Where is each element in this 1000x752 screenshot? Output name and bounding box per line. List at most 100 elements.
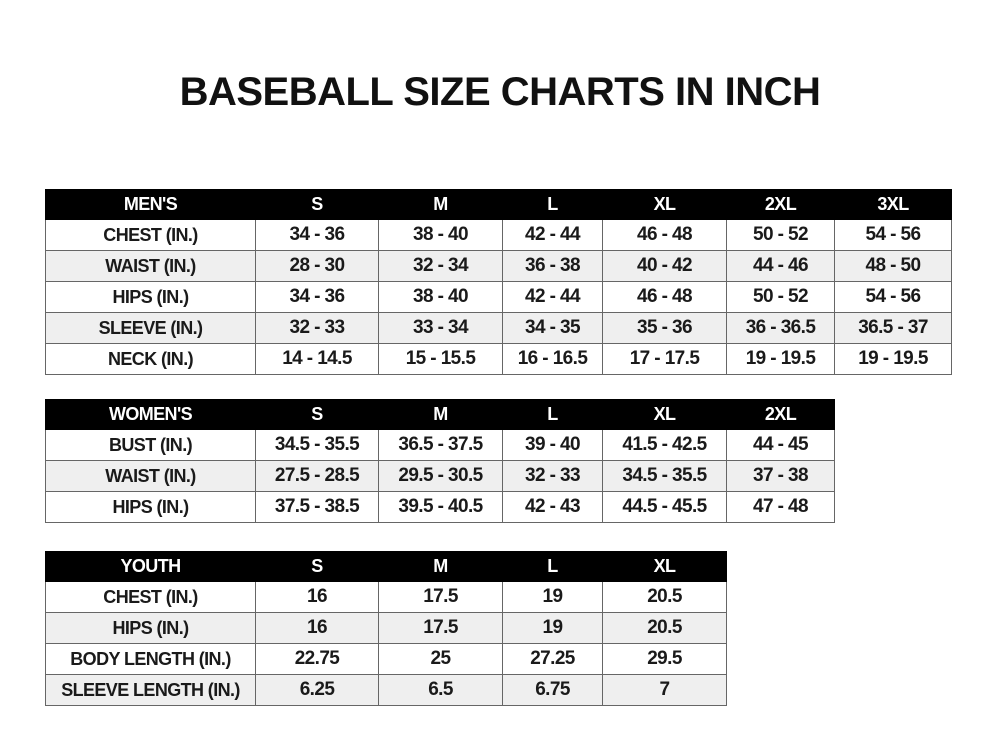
size-value: 36.5 - 37 <box>834 312 952 344</box>
table-row: HIPS (IN.) 37.5 - 38.5 39.5 - 40.5 42 - 43 4… <box>45 491 835 523</box>
size-value: 36 - 38 <box>502 250 603 282</box>
size-value: 41.5 - 42.5 <box>602 429 727 461</box>
size-value: 25 <box>378 643 503 675</box>
womens-size-table: WOMEN'S S M L XL 2XL BUST (IN.) 34.5 - 35.5 36.5… <box>45 399 835 523</box>
measurement-label: CHEST (IN.) <box>45 581 256 613</box>
size-value: 16 <box>255 612 379 644</box>
size-value: 19 <box>502 612 603 644</box>
size-value: 17.5 <box>378 612 503 644</box>
size-header: M <box>378 399 503 430</box>
size-value: 20.5 <box>602 612 727 644</box>
size-header: L <box>502 551 603 582</box>
table-row: HIPS (IN.) 34 - 36 38 - 40 42 - 44 46 - 48 50… <box>45 281 952 313</box>
table-row: WAIST (IN.) 28 - 30 32 - 34 36 - 38 40 - 42 4… <box>45 250 952 282</box>
size-value: 35 - 36 <box>602 312 727 344</box>
measurement-label: WAIST (IN.) <box>45 250 256 282</box>
size-value: 27.25 <box>502 643 603 675</box>
size-value: 27.5 - 28.5 <box>255 460 379 492</box>
size-value: 28 - 30 <box>255 250 379 282</box>
size-value: 46 - 48 <box>602 219 727 251</box>
page-title: BASEBALL SIZE CHARTS IN INCH <box>179 70 821 114</box>
size-value: 40 - 42 <box>602 250 727 282</box>
table-row: CHEST (IN.) 34 - 36 38 - 40 42 - 44 46 - 48 5… <box>45 219 952 251</box>
size-value: 14 - 14.5 <box>255 343 379 375</box>
size-value: 54 - 56 <box>834 219 952 251</box>
category-header: WOMEN'S <box>45 399 256 430</box>
size-header: L <box>502 189 603 220</box>
size-header: 2XL <box>726 399 835 430</box>
size-header: 2XL <box>726 189 835 220</box>
size-value: 17.5 <box>378 581 503 613</box>
size-value: 32 - 33 <box>255 312 379 344</box>
size-header: M <box>378 189 503 220</box>
table-row: SLEEVE (IN.) 32 - 33 33 - 34 34 - 35 35 - 36… <box>45 312 952 344</box>
size-value: 48 - 50 <box>834 250 952 282</box>
size-header: S <box>255 551 379 582</box>
header-row: YOUTH S M L XL <box>45 551 727 582</box>
size-value: 44.5 - 45.5 <box>602 491 727 523</box>
size-value: 47 - 48 <box>726 491 835 523</box>
size-value: 38 - 40 <box>378 219 503 251</box>
size-value: 16 <box>255 581 379 613</box>
size-value: 32 - 33 <box>502 460 603 492</box>
size-value: 38 - 40 <box>378 281 503 313</box>
measurement-label: WAIST (IN.) <box>45 460 256 492</box>
size-value: 50 - 52 <box>726 219 835 251</box>
size-value: 34.5 - 35.5 <box>255 429 379 461</box>
size-header: XL <box>602 189 727 220</box>
size-value: 6.5 <box>378 674 503 706</box>
measurement-label: CHEST (IN.) <box>45 219 256 251</box>
table-row: BUST (IN.) 34.5 - 35.5 36.5 - 37.5 39 - 40 4… <box>45 429 835 461</box>
table-row: BODY LENGTH (IN.) 22.75 25 27.25 29.5 <box>45 643 727 675</box>
size-value: 29.5 - 30.5 <box>378 460 503 492</box>
size-header: 3XL <box>834 189 952 220</box>
size-value: 44 - 46 <box>726 250 835 282</box>
size-value: 7 <box>602 674 727 706</box>
size-header: S <box>255 189 379 220</box>
size-value: 42 - 44 <box>502 219 603 251</box>
size-header: L <box>502 399 603 430</box>
size-value: 42 - 44 <box>502 281 603 313</box>
size-value: 36.5 - 37.5 <box>378 429 503 461</box>
table-row: SLEEVE LENGTH (IN.) 6.25 6.5 6.75 7 <box>45 674 727 706</box>
size-value: 33 - 34 <box>378 312 503 344</box>
size-value: 36 - 36.5 <box>726 312 835 344</box>
size-value: 34 - 36 <box>255 219 379 251</box>
category-header: MEN'S <box>45 189 256 220</box>
size-value: 20.5 <box>602 581 727 613</box>
size-value: 37 - 38 <box>726 460 835 492</box>
size-value: 42 - 43 <box>502 491 603 523</box>
measurement-label: BODY LENGTH (IN.) <box>45 643 256 675</box>
size-value: 6.75 <box>502 674 603 706</box>
size-value: 6.25 <box>255 674 379 706</box>
size-value: 15 - 15.5 <box>378 343 503 375</box>
size-header: XL <box>602 551 727 582</box>
size-value: 22.75 <box>255 643 379 675</box>
size-value: 19 - 19.5 <box>726 343 835 375</box>
size-value: 39.5 - 40.5 <box>378 491 503 523</box>
size-value: 17 - 17.5 <box>602 343 727 375</box>
measurement-label: SLEEVE LENGTH (IN.) <box>45 674 256 706</box>
measurement-label: NECK (IN.) <box>45 343 256 375</box>
measurement-label: HIPS (IN.) <box>45 281 256 313</box>
size-value: 44 - 45 <box>726 429 835 461</box>
measurement-label: HIPS (IN.) <box>45 491 256 523</box>
table-row: NECK (IN.) 14 - 14.5 15 - 15.5 16 - 16.5 17 … <box>45 343 952 375</box>
size-value: 16 - 16.5 <box>502 343 603 375</box>
size-value: 34.5 - 35.5 <box>602 460 727 492</box>
size-header: S <box>255 399 379 430</box>
size-value: 19 - 19.5 <box>834 343 952 375</box>
youth-size-table: YOUTH S M L XL CHEST (IN.) 16 17.5 19 20.5 HIPS (I… <box>45 551 727 706</box>
header-row: WOMEN'S S M L XL 2XL <box>45 399 835 430</box>
size-value: 32 - 34 <box>378 250 503 282</box>
header-row: MEN'S S M L XL 2XL 3XL <box>45 189 952 220</box>
category-header: YOUTH <box>45 551 256 582</box>
size-value: 39 - 40 <box>502 429 603 461</box>
measurement-label: HIPS (IN.) <box>45 612 256 644</box>
size-header: XL <box>602 399 727 430</box>
size-value: 50 - 52 <box>726 281 835 313</box>
table-row: HIPS (IN.) 16 17.5 19 20.5 <box>45 612 727 644</box>
mens-size-table: MEN'S S M L XL 2XL 3XL CHEST (IN.) 34 - 36 38 - 4… <box>45 189 952 375</box>
table-row: CHEST (IN.) 16 17.5 19 20.5 <box>45 581 727 613</box>
size-value: 54 - 56 <box>834 281 952 313</box>
